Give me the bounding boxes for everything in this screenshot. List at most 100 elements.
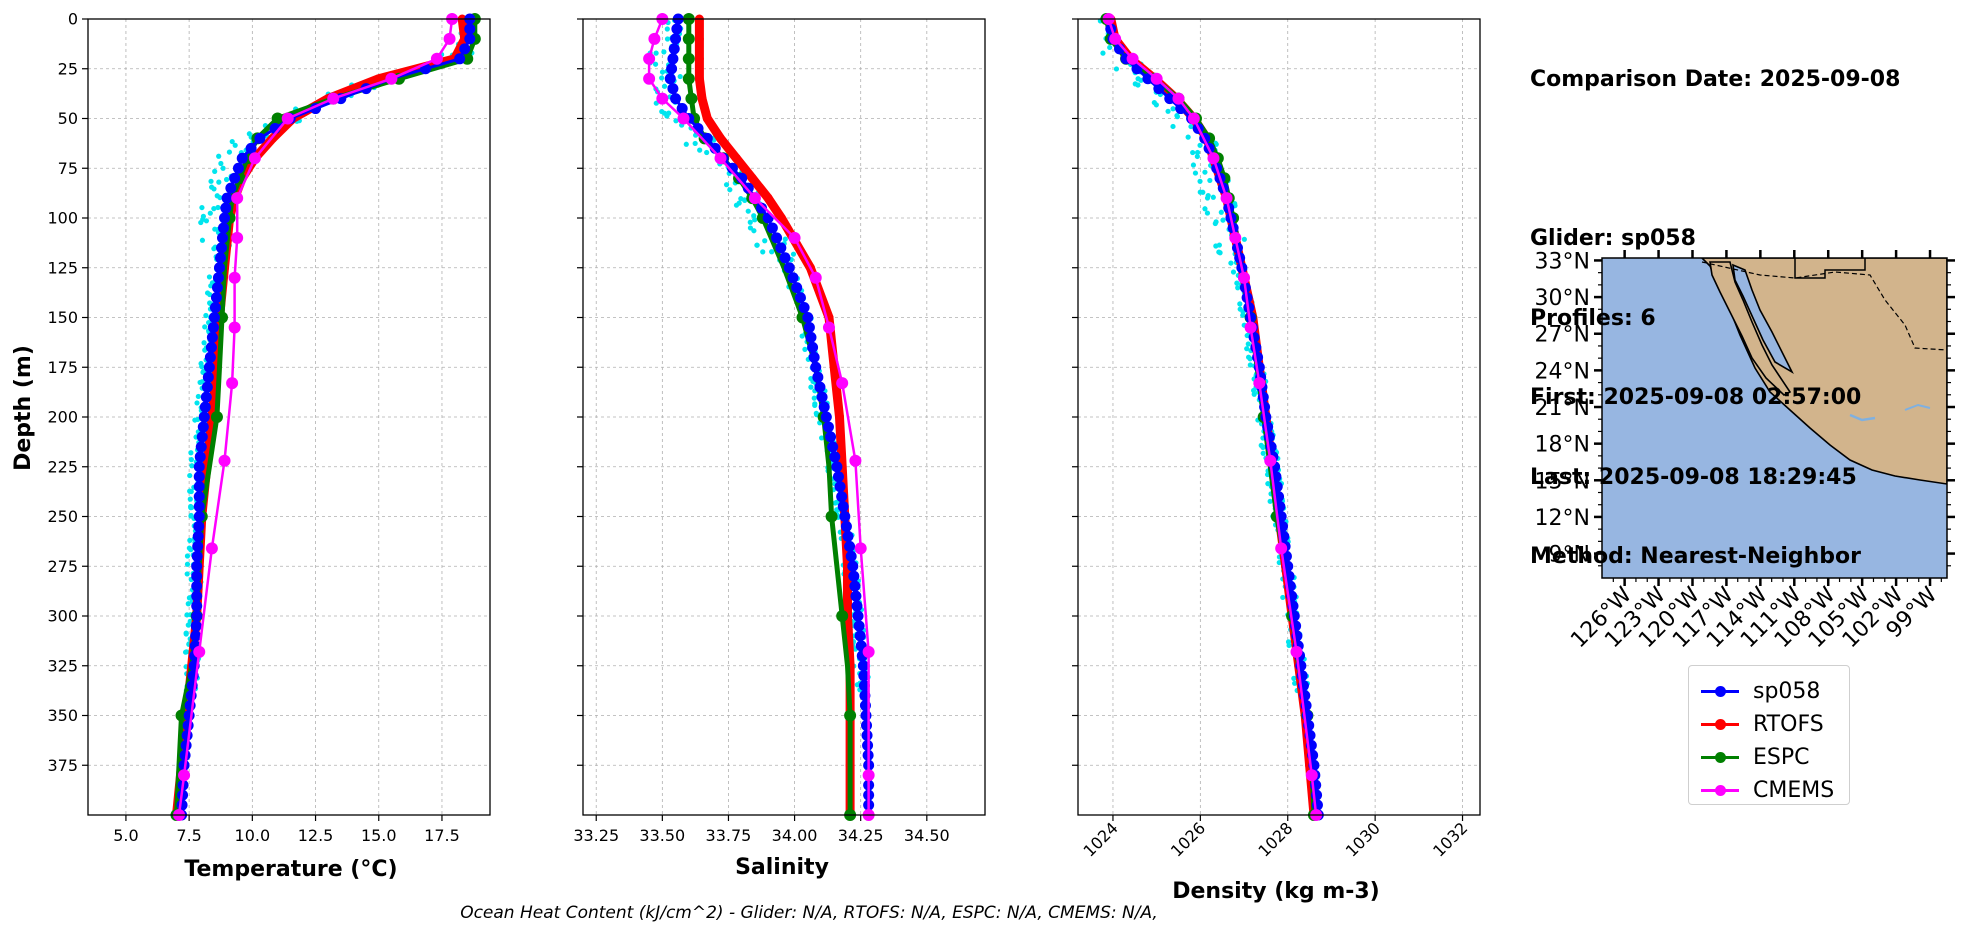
legend-marker	[1715, 685, 1726, 697]
series-point	[196, 431, 208, 443]
panel-temperature: 0 25 50 75 100 125 150 175 200 225 250 275 300 325 350…	[47, 10, 491, 845]
map-lat-label: 30°N	[1535, 286, 1590, 311]
series-point	[443, 32, 456, 45]
series-point	[198, 411, 210, 423]
glider-raw-point	[1228, 260, 1234, 266]
series-point	[197, 421, 209, 433]
y-tick-label: 175	[47, 358, 78, 377]
glider-raw-point	[1174, 114, 1181, 120]
series-point	[202, 371, 214, 383]
series-point	[217, 232, 229, 244]
series-point	[818, 401, 830, 413]
series-point	[1259, 401, 1271, 413]
series-point	[430, 52, 443, 65]
glider-raw-point	[1185, 134, 1191, 140]
series-point	[664, 73, 676, 85]
glider-raw-point	[760, 249, 766, 255]
glider-raw-point	[802, 346, 808, 352]
series-point	[803, 321, 815, 333]
glider-raw-point	[1100, 50, 1106, 56]
series-point	[671, 23, 683, 35]
glider-raw-point	[1244, 332, 1250, 339]
series-point	[190, 620, 202, 632]
glider-raw-point	[1113, 66, 1120, 72]
glider-raw-point	[185, 622, 191, 628]
glider-raw-point	[745, 208, 751, 214]
y-tick-label: 375	[47, 756, 78, 775]
glider-raw-point	[1194, 153, 1200, 160]
series-point	[788, 231, 801, 244]
series-point	[193, 461, 205, 473]
series-point	[464, 33, 476, 45]
series-point	[192, 530, 204, 542]
series-point	[191, 580, 203, 592]
glider-raw-point	[1247, 362, 1253, 368]
map-lat-label: 27°N	[1535, 323, 1590, 348]
series-point	[191, 600, 203, 612]
glider-raw-point	[199, 237, 206, 243]
series-point	[1257, 391, 1269, 403]
glider-raw-point	[762, 238, 768, 244]
glider-raw-point	[232, 142, 238, 148]
x-axis-label-temperature: Temperature (°C)	[184, 857, 397, 882]
glider-raw-point	[215, 204, 221, 211]
glider-raw-point	[818, 435, 825, 441]
series-point	[714, 152, 727, 165]
series-point	[858, 680, 870, 692]
series-cmems-density	[1102, 13, 1323, 821]
glider-raw-point	[736, 200, 742, 206]
glider-raw-point	[1190, 162, 1197, 168]
profiles-count: Profiles: 6	[1530, 305, 1656, 331]
glider-raw-point	[1132, 81, 1138, 87]
series-point	[822, 321, 835, 334]
glider-raw-point	[186, 545, 192, 551]
series-point	[836, 610, 849, 622]
series-point	[648, 32, 661, 45]
series-point	[861, 729, 873, 741]
series-point	[791, 282, 803, 294]
series-point	[862, 645, 875, 658]
series-point	[808, 351, 820, 363]
y-tick-label: 250	[47, 507, 78, 526]
glider-raw-point	[184, 553, 191, 559]
glider-raw-point	[1265, 481, 1271, 487]
panel-salinity: 33.25 33.50 33.75 34.00 34.25 34.50	[573, 13, 986, 845]
series-point	[666, 63, 678, 75]
glider-raw-point	[1200, 189, 1206, 195]
first-time: First: 2025-09-08 02:57:00	[1530, 385, 1862, 410]
glider-raw-point	[182, 649, 189, 655]
series-point	[854, 630, 866, 642]
series-point	[849, 454, 862, 467]
series-point	[178, 769, 191, 782]
series-point	[218, 454, 231, 467]
legend-entry-rtofs: RTOFS	[1701, 709, 1824, 739]
series-point	[850, 590, 862, 602]
series-point	[844, 540, 856, 552]
map-lat-label: 18°N	[1535, 433, 1590, 458]
glider-raw-point	[209, 184, 215, 190]
series-point	[208, 312, 220, 323]
glider-raw-point	[652, 61, 659, 67]
glider-raw-point	[197, 379, 203, 386]
legend-label: ESPC	[1753, 744, 1810, 770]
glider-raw-point	[1291, 675, 1297, 681]
y-tick-label: 225	[47, 457, 78, 476]
glider-raw-point	[208, 178, 214, 184]
glider-raw-point	[769, 249, 775, 255]
glider-raw-point	[854, 682, 860, 688]
glider-raw-point	[199, 363, 205, 370]
glider-raw-points	[1097, 18, 1311, 695]
glider-raw-point	[183, 630, 189, 636]
series-point	[191, 560, 203, 572]
glider-raw-point	[199, 204, 205, 211]
glider-raw-point	[1170, 123, 1176, 130]
series-point	[209, 302, 221, 314]
glider-raw-point	[207, 291, 213, 298]
glider-raw-point	[201, 340, 207, 346]
series-point	[837, 501, 849, 513]
series-cmems-temperature	[173, 13, 459, 821]
glider-raw-point	[1170, 106, 1176, 112]
series-point	[827, 441, 839, 453]
series-point	[1164, 93, 1176, 105]
legend-swatch	[1701, 718, 1739, 730]
